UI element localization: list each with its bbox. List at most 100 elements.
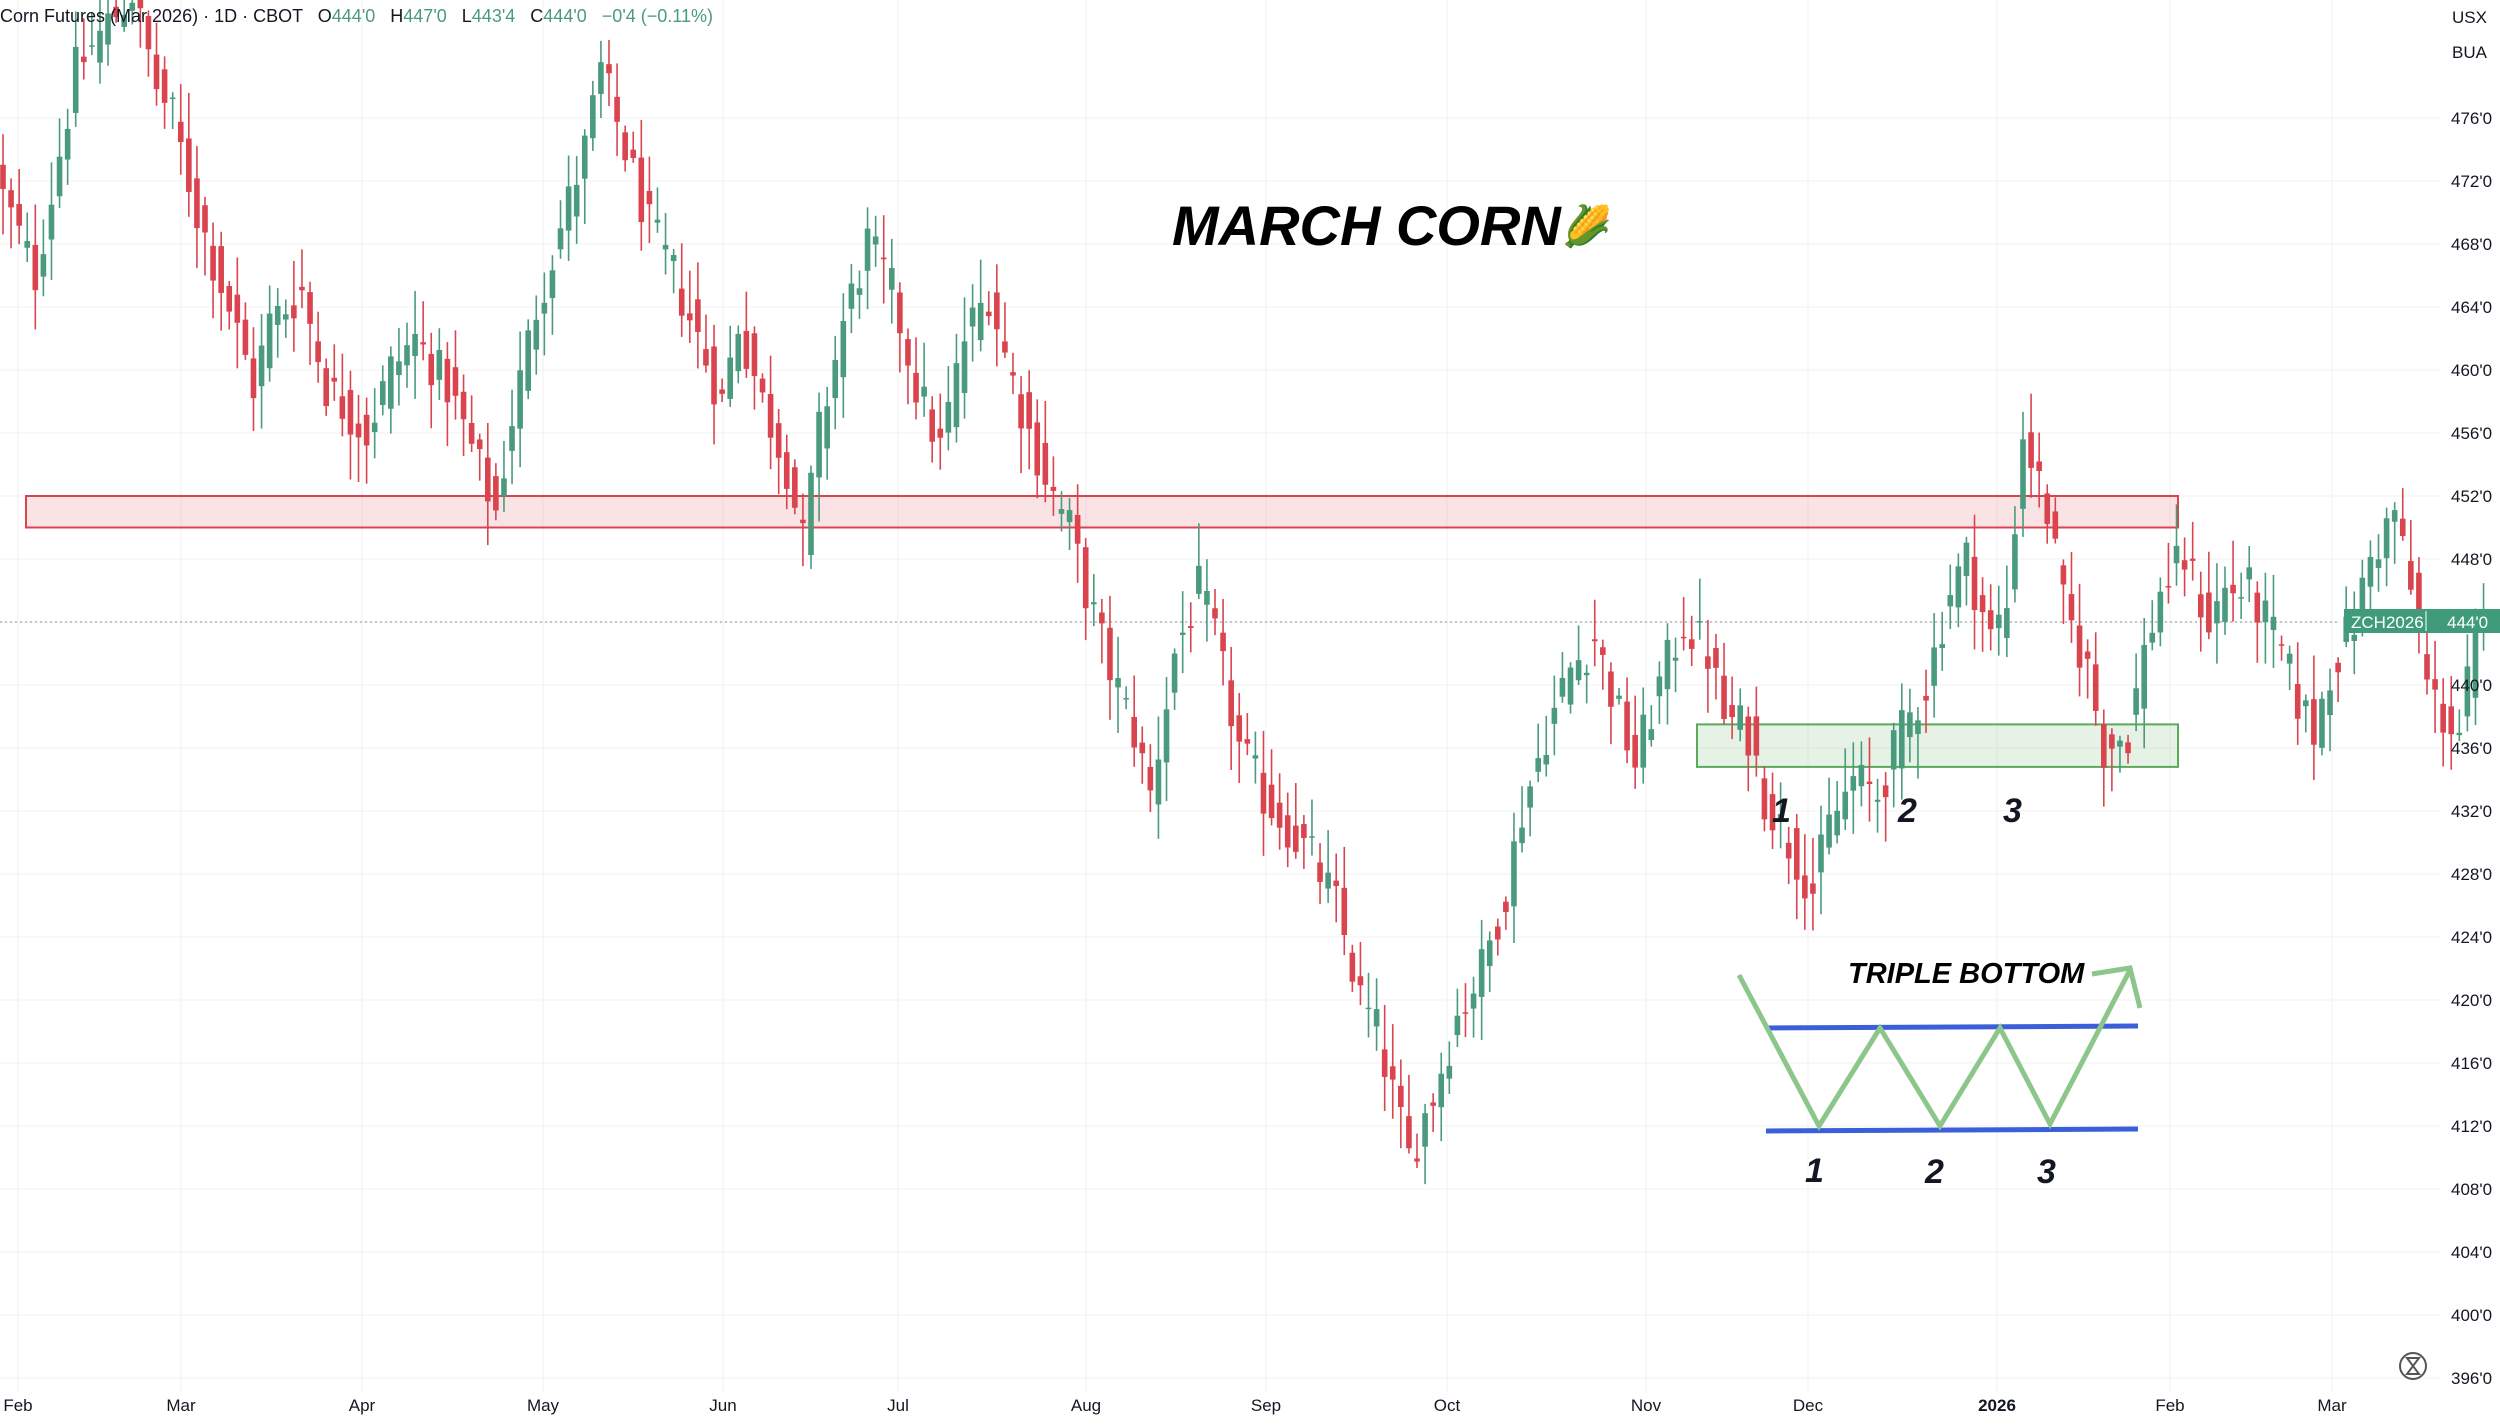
candle-body — [1010, 372, 1016, 376]
time-axis[interactable]: Feb Mar Apr May Jun Jul Aug Sep Oct Nov Dec 2026 Feb… — [3, 1396, 2347, 1415]
candle — [0, 134, 6, 235]
candle-body — [897, 292, 903, 334]
candle — [242, 302, 249, 360]
candle-body — [646, 190, 653, 205]
candle-body — [1842, 791, 1849, 820]
candle-body — [1769, 794, 1776, 831]
candle-body — [1721, 675, 1727, 719]
y-tick-label: 396'0 — [2451, 1369, 2492, 1388]
candle — [1802, 834, 1808, 930]
candle-body — [1672, 657, 1679, 661]
candle-body — [848, 283, 855, 309]
candle — [1123, 686, 1129, 710]
candle-body — [913, 372, 919, 403]
candle — [105, 0, 111, 66]
candle-body — [16, 204, 22, 226]
candle — [1931, 613, 1937, 718]
candle — [808, 465, 814, 569]
candle — [1583, 664, 1590, 704]
candle — [2416, 557, 2422, 654]
candle-body — [177, 121, 184, 142]
candle-body — [1664, 639, 1671, 690]
change-value: −0'4 (−0.11%) — [602, 6, 713, 26]
candle — [743, 291, 750, 378]
candle-body — [711, 346, 717, 405]
pattern-arrow-head — [2091, 965, 2143, 1009]
candle-body — [557, 228, 564, 250]
candle — [1527, 780, 1533, 837]
candle-body — [388, 356, 394, 409]
candle-body — [1713, 648, 1719, 668]
candle-body — [1349, 952, 1356, 982]
candle — [186, 92, 192, 217]
candle-body — [1284, 815, 1291, 848]
candle-body — [775, 423, 782, 458]
candle — [1381, 1004, 1388, 1112]
candle-body — [1042, 442, 1049, 485]
candle — [16, 169, 22, 245]
candle-body — [1640, 714, 1647, 768]
candle-body — [1268, 784, 1275, 819]
candle-body — [614, 96, 620, 122]
candle — [404, 322, 410, 388]
candle-body — [2383, 518, 2390, 559]
candle — [880, 215, 887, 304]
candle-body — [1503, 901, 1509, 913]
candle-body — [226, 286, 233, 312]
instrument-name: Corn Futures (Mar 2026) · 1D · CBOT — [0, 6, 303, 26]
candle-body — [161, 69, 168, 103]
candle — [1010, 352, 1016, 395]
candle-body — [2084, 651, 2091, 659]
x-tick-label: Apr — [349, 1396, 376, 1415]
candle — [1236, 693, 1243, 783]
y-tick-label: 468'0 — [2451, 235, 2492, 254]
candle-body — [2117, 740, 2123, 747]
candle — [614, 63, 620, 156]
y-tick-label: 412'0 — [2451, 1117, 2492, 1136]
candle-body — [1600, 647, 1606, 655]
candle-body — [48, 204, 55, 240]
x-tick-label: Nov — [1631, 1396, 1662, 1415]
candle-body — [695, 299, 701, 332]
auto-scale-icon[interactable] — [2399, 1352, 2427, 1380]
candle — [792, 459, 798, 515]
candle-body — [2375, 559, 2382, 568]
candle-body — [735, 333, 742, 372]
candle — [153, 22, 160, 106]
candle — [2125, 734, 2131, 764]
candle-body — [937, 428, 944, 438]
symbol-legend[interactable]: Corn Futures (Mar 2026) · 1D · CBOT O444… — [0, 6, 713, 26]
candle-body — [1624, 701, 1630, 751]
x-tick-label: May — [527, 1396, 560, 1415]
candle — [1640, 687, 1647, 784]
candle-body — [355, 423, 362, 438]
candle-body — [1220, 632, 1226, 652]
price-axis[interactable]: USX BUA 476'0 472'0 468'0 464'0 460'0 456'0 45… — [2451, 8, 2492, 1388]
candle — [509, 389, 515, 485]
candle-body — [452, 367, 459, 396]
candle-body — [1559, 677, 1566, 697]
candle-body — [72, 46, 79, 113]
candle — [1503, 896, 1509, 930]
candle — [218, 231, 224, 331]
candle-body — [1187, 626, 1194, 628]
candle — [1559, 651, 1566, 703]
candle-body — [1527, 786, 1533, 808]
candle-body — [428, 353, 435, 386]
candle-body — [1034, 422, 1041, 476]
high-label: H — [390, 6, 403, 26]
candle — [274, 288, 281, 358]
candle — [937, 393, 944, 470]
candle — [283, 299, 289, 338]
candle — [56, 118, 63, 209]
candle — [420, 301, 426, 361]
candle — [2294, 642, 2301, 745]
candle — [460, 374, 467, 457]
candle — [856, 270, 863, 319]
grid — [0, 0, 2440, 1392]
candle-body — [743, 330, 750, 369]
candle-body — [1236, 715, 1243, 742]
candle-body — [1406, 1116, 1412, 1149]
diagram-label-3: 3 — [2037, 1153, 2056, 1191]
